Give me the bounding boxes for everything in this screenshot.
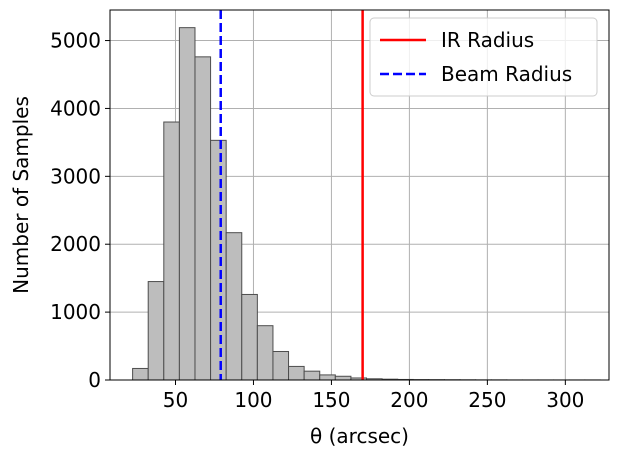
legend-label-ir-radius: IR Radius — [441, 28, 534, 52]
x-tick-label: 300 — [546, 388, 584, 412]
x-tick-label: 250 — [468, 388, 506, 412]
y-tick-label: 5000 — [50, 29, 101, 53]
histogram-bar — [147, 281, 165, 381]
x-tick-label: 150 — [312, 388, 350, 412]
x-axis-label: θ (arcsec) — [310, 424, 409, 448]
y-tick-label: 4000 — [50, 96, 101, 120]
x-tick-label: 100 — [234, 388, 272, 412]
x-tick-label: 50 — [163, 388, 188, 412]
histogram-bar — [178, 27, 196, 381]
x-axis-ticks: 50 100 150 200 250 300 — [163, 380, 584, 412]
histogram-bar — [334, 375, 352, 381]
y-tick-label: 2000 — [50, 232, 101, 256]
histogram-bar — [163, 121, 180, 381]
y-tick-label: 1000 — [50, 300, 101, 324]
y-axis-label: Number of Samples — [9, 96, 33, 294]
histogram-bar — [303, 370, 321, 381]
reference-lines — [219, 10, 364, 380]
histogram-bar — [288, 365, 305, 381]
histogram-bar — [319, 374, 336, 381]
y-tick-label: 3000 — [50, 164, 101, 188]
y-axis-ticks: 0 1000 2000 3000 4000 5000 — [50, 29, 110, 392]
histogram-bar — [272, 350, 290, 381]
histogram-bar — [241, 293, 258, 381]
histogram-bars — [132, 27, 601, 381]
histogram-bar — [225, 232, 243, 381]
legend: IR Radius Beam Radius — [369, 17, 598, 97]
histogram-bar — [256, 325, 274, 381]
plot-frame — [109, 9, 610, 381]
histogram-bar — [210, 139, 227, 381]
histogram-bar — [132, 367, 149, 381]
legend-label-beam-radius: Beam Radius — [441, 62, 572, 86]
x-tick-label: 200 — [390, 388, 428, 412]
y-tick-label: 0 — [88, 368, 101, 392]
histogram-bar — [194, 56, 212, 381]
legend-box — [369, 17, 598, 97]
